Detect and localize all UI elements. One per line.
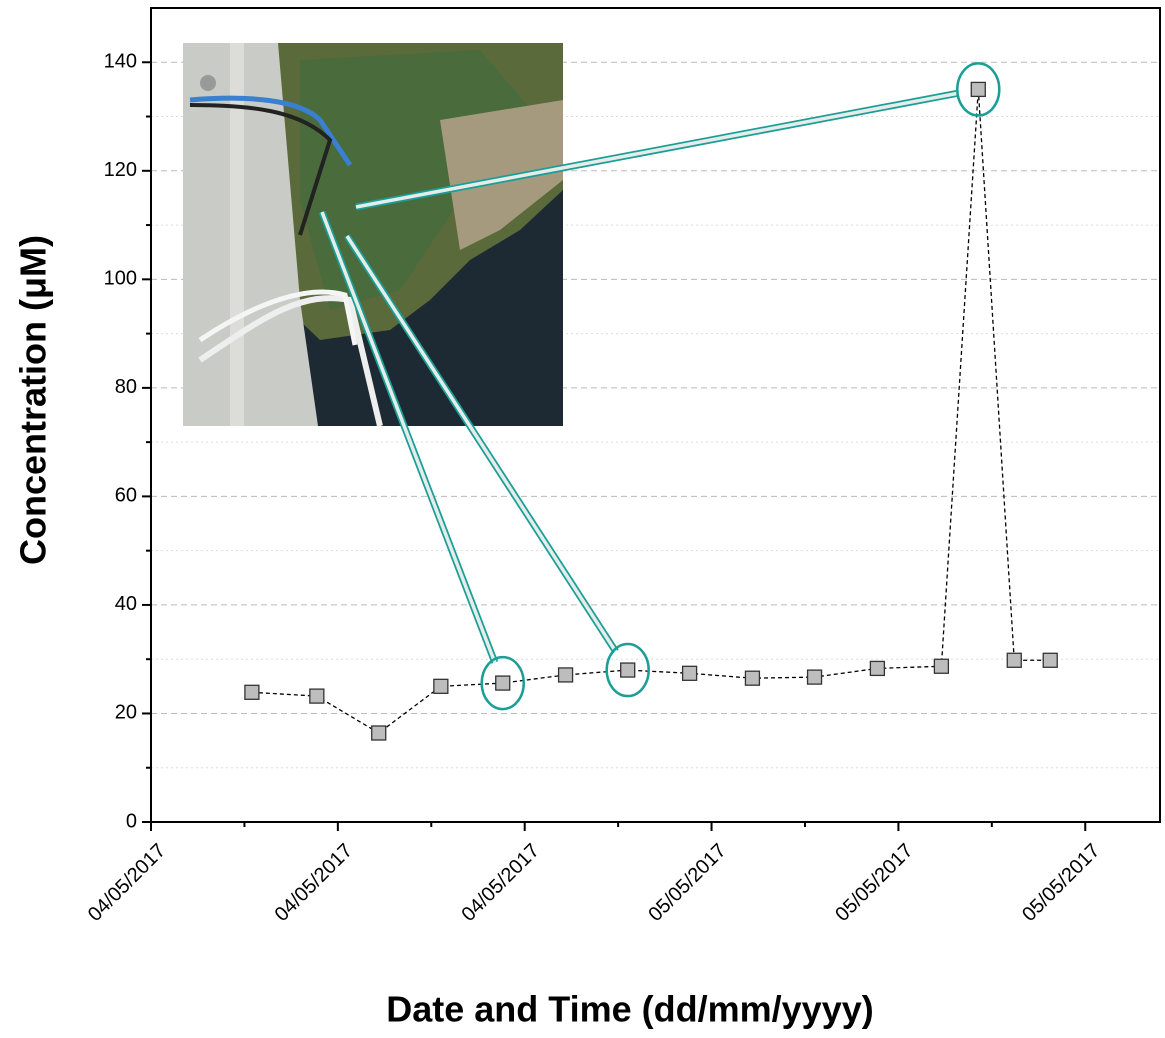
y-tick-label: 0 <box>126 810 137 832</box>
highlight-circle <box>956 62 1001 117</box>
callout-inner <box>345 235 618 653</box>
data-point <box>620 662 636 678</box>
x-tick-label: 04/05/2017 <box>458 840 544 926</box>
data-point <box>933 658 950 674</box>
y-tick-label: 80 <box>115 376 137 398</box>
callout-inner <box>320 211 497 664</box>
x-axis-title: Date and Time (dd/mm/yyyy) <box>386 989 873 1030</box>
x-tick-label: 05/05/2017 <box>644 840 730 926</box>
x-tick-label: 05/05/2017 <box>831 840 917 926</box>
data-point <box>495 675 511 691</box>
data-point <box>433 678 449 694</box>
y-tick-label: 20 <box>115 702 137 724</box>
data-point <box>244 684 260 700</box>
data-point <box>970 81 986 98</box>
data-point <box>681 665 698 681</box>
x-tick-label: 04/05/2017 <box>271 840 357 926</box>
inset-photo <box>183 43 563 427</box>
highlight-circle <box>605 642 650 698</box>
data-point <box>806 669 823 685</box>
data-point <box>371 725 387 741</box>
y-tick-label: 140 <box>104 51 137 73</box>
y-tick-label: 120 <box>104 159 137 181</box>
data-point <box>557 667 574 683</box>
data-point <box>1042 652 1058 668</box>
x-tick-label: 04/05/2017 <box>84 840 170 926</box>
plot-area <box>151 61 1160 823</box>
y-tick-label: 60 <box>115 485 137 507</box>
data-point <box>869 660 886 677</box>
callout-inner <box>355 91 957 209</box>
y-tick-label: 100 <box>104 268 137 290</box>
data-point <box>1006 652 1022 668</box>
x-tick-label: 05/05/2017 <box>1018 840 1104 926</box>
highlight-circle <box>480 655 525 711</box>
y-axis-title: Concentration (μM) <box>13 235 54 565</box>
plot-frame <box>150 7 1161 823</box>
data-point <box>744 670 761 686</box>
data-point <box>309 688 325 704</box>
y-tick-label: 40 <box>115 593 137 615</box>
